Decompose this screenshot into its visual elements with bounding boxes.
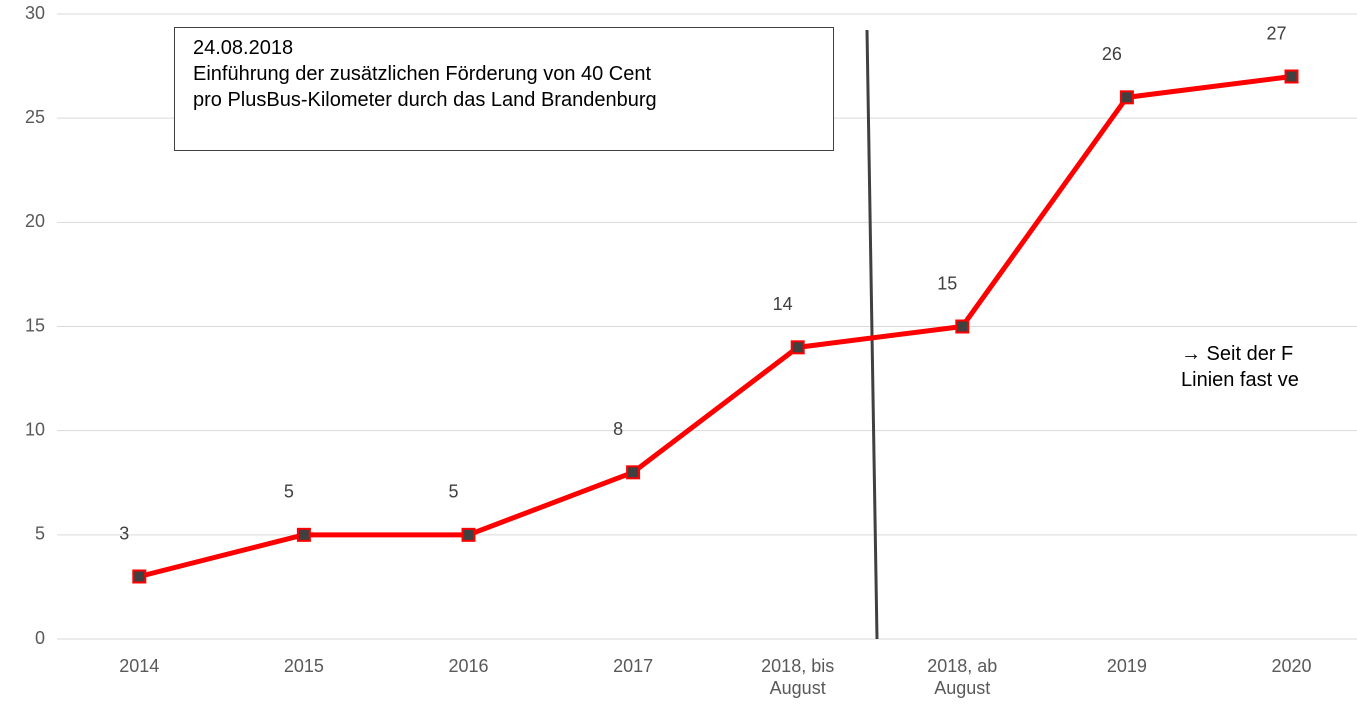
annotation-box: 24.08.2018 Einführung der zusätzlichen Fö… [174,27,834,151]
x-tick-label: 2016 [448,656,489,676]
x-tick-label: 2018, bis August [761,656,835,698]
y-tick-label: 5 [35,524,45,544]
y-tick-label: 15 [25,315,45,335]
marker [1284,69,1299,84]
data-label: 26 [1102,44,1122,64]
annotation-line: 24.08.2018 [193,37,294,59]
y-tick-label: 20 [25,211,45,231]
note-line: Linien fast ve [1181,369,1299,391]
y-tick-label: 25 [25,107,45,127]
y-tick-label: 0 [35,628,45,648]
divider [865,29,879,640]
annotation-line: Einführung der zusätzlichen Förderung vo… [193,63,652,85]
data-label: 5 [284,482,294,502]
marker [790,340,805,355]
data-label: 3 [119,523,129,543]
marker [296,527,311,542]
data-label: 5 [448,482,458,502]
y-tick-label: 10 [25,419,45,439]
x-tick-label: 2019 [1106,656,1147,676]
marker [461,527,476,542]
note: → Seit der F Linien fast ve [1181,341,1299,393]
x-tick-label: 2014 [119,656,160,676]
y-tick-label: 30 [25,3,45,23]
note-line: → Seit der F [1181,343,1294,365]
x-tick-label: 2020 [1271,656,1312,676]
data-label: 14 [773,294,793,314]
data-label: 8 [613,419,623,439]
data-label: 15 [937,273,957,293]
marker [626,465,641,480]
x-tick-label: 2018, ab August [927,656,998,698]
marker [955,319,970,334]
line [138,74,1292,579]
x-tick-label: 2017 [613,656,654,676]
data-label: 27 [1266,23,1286,43]
annotation-line: pro PlusBus-Kilometer durch das Land Bra… [193,89,657,111]
marker [1119,90,1134,105]
x-tick-label: 2015 [283,656,324,676]
marker [132,569,147,584]
